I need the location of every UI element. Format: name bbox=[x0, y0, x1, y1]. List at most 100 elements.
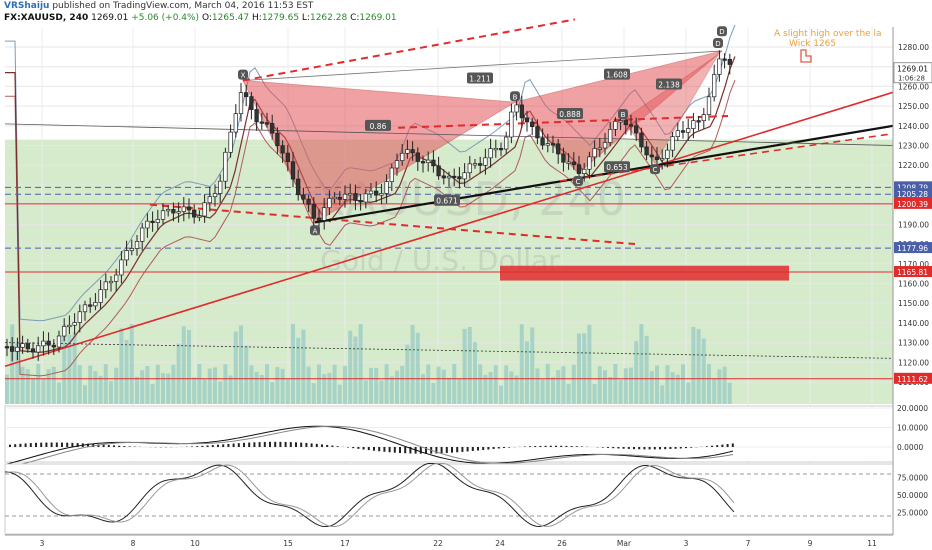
volume-bar bbox=[623, 368, 628, 404]
candle-body bbox=[670, 136, 675, 151]
annotation-text-1[interactable]: A slight high over the la bbox=[774, 29, 882, 39]
candle-body bbox=[618, 120, 623, 123]
candle-body bbox=[20, 343, 25, 348]
volume-bar bbox=[592, 384, 597, 404]
candle-body bbox=[722, 58, 727, 61]
candle-body bbox=[431, 159, 436, 167]
volume-bar bbox=[467, 327, 472, 404]
candle-body bbox=[530, 121, 535, 128]
pattern-ratio-label: 1.211 bbox=[469, 75, 491, 84]
candle-body bbox=[426, 159, 431, 164]
volume-bar bbox=[660, 385, 665, 404]
candle-body bbox=[478, 163, 483, 166]
volume-bar bbox=[545, 364, 550, 404]
time-axis-ticks: 3 8 10 15 17 22 24 26 Mar 3 7 9 11 bbox=[40, 539, 877, 548]
volume-bar bbox=[249, 365, 254, 404]
time-tick-label: 8 bbox=[131, 539, 136, 548]
volume-bar bbox=[83, 385, 87, 404]
ohlc-line: FX:XAUUSD, 240 1269.01 +5.06 (+0.4%) O:1… bbox=[4, 13, 397, 23]
price-label-value: 1205.28 bbox=[897, 190, 928, 199]
high-value: 1279.65 bbox=[261, 13, 300, 23]
stochastic-series bbox=[4, 463, 893, 528]
volume-bar bbox=[72, 332, 77, 404]
volume-bar bbox=[426, 364, 431, 404]
volume-bar bbox=[270, 381, 275, 404]
candle-body bbox=[62, 326, 67, 337]
volume-bar bbox=[722, 366, 727, 404]
macd-tick-label: 0.0000 bbox=[897, 443, 923, 452]
candle-body bbox=[67, 324, 72, 328]
price-label-box bbox=[893, 62, 932, 84]
candle-body bbox=[176, 211, 181, 214]
candle-body bbox=[592, 148, 597, 158]
pattern-point-box bbox=[618, 109, 628, 119]
candle-body bbox=[680, 130, 686, 133]
candle-body bbox=[462, 172, 467, 180]
time-axis[interactable] bbox=[0, 535, 893, 550]
candle-body bbox=[129, 248, 134, 251]
price-tick-label: 1160.00 bbox=[898, 279, 929, 288]
volume-bars bbox=[5, 324, 732, 404]
candlesticks bbox=[4, 50, 732, 362]
pattern-ratio-label: 0.653 bbox=[606, 163, 628, 172]
candle-body bbox=[72, 322, 77, 326]
candle-body bbox=[582, 168, 587, 174]
volume-bar bbox=[259, 375, 264, 404]
annotation-text-2[interactable]: Wick 1265 bbox=[789, 39, 836, 49]
volume-bar bbox=[634, 341, 639, 404]
candle-body bbox=[124, 250, 129, 261]
candle-body bbox=[556, 143, 561, 155]
time-tick-label: Mar bbox=[617, 539, 632, 548]
horizontal-resistance-line bbox=[4, 123, 894, 146]
trend-lines[interactable] bbox=[4, 18, 894, 380]
time-tick-label: 11 bbox=[867, 539, 877, 548]
low-value: 1262.28 bbox=[309, 13, 348, 23]
lower-channel-line bbox=[149, 203, 636, 246]
candle-body bbox=[254, 109, 259, 123]
price-label-box bbox=[894, 181, 932, 193]
signal-line bbox=[4, 425, 734, 469]
candle-body bbox=[628, 124, 634, 127]
volume-bar bbox=[145, 366, 150, 404]
macd-series bbox=[4, 407, 893, 469]
price-tick-label: 1120.00 bbox=[898, 358, 929, 367]
volume-bar bbox=[629, 367, 633, 404]
volume-bar bbox=[202, 379, 207, 404]
pattern-ratio-box bbox=[604, 68, 630, 80]
volume-bar bbox=[452, 364, 457, 404]
volume-bar bbox=[556, 370, 561, 404]
candle-body bbox=[41, 340, 46, 347]
candle-body bbox=[348, 193, 353, 196]
stochastic-pane[interactable] bbox=[4, 463, 894, 535]
candle-body bbox=[504, 136, 509, 150]
volume-bar bbox=[181, 326, 186, 404]
macd-pane[interactable] bbox=[4, 405, 894, 463]
volume-bar bbox=[213, 367, 217, 404]
price-axis[interactable] bbox=[893, 27, 932, 550]
stoch-k-line bbox=[4, 463, 735, 528]
author-link[interactable]: VRShaiju bbox=[4, 1, 50, 11]
candle-body bbox=[701, 114, 706, 122]
volume-bar bbox=[36, 364, 41, 404]
volume-bar bbox=[77, 365, 82, 404]
volume-bar bbox=[649, 371, 654, 404]
pattern-point-label: B bbox=[513, 93, 518, 101]
volume-bar bbox=[311, 383, 316, 404]
volume-bar bbox=[353, 336, 358, 404]
candle-body bbox=[519, 104, 524, 119]
volume-bar bbox=[504, 365, 509, 404]
volume-bar bbox=[223, 364, 228, 404]
volume-bar bbox=[343, 365, 347, 404]
pattern-point-label: D bbox=[715, 40, 720, 48]
volume-bar bbox=[285, 378, 290, 404]
pattern-ratio-label: 0.86 bbox=[370, 122, 387, 131]
candle-body bbox=[472, 163, 478, 166]
volume-bar bbox=[462, 328, 467, 404]
volume-bar bbox=[254, 371, 259, 404]
price-tick-label: 1280.00 bbox=[898, 43, 929, 52]
volume-bar bbox=[389, 376, 394, 404]
candle-body bbox=[639, 132, 644, 148]
volume-bar bbox=[25, 369, 30, 404]
candle-body bbox=[342, 193, 348, 200]
